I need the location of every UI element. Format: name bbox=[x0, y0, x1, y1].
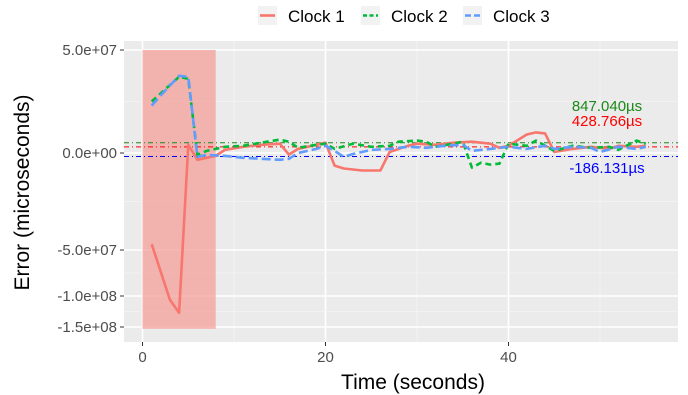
legend-label: Clock 3 bbox=[493, 7, 550, 26]
x-axis-title: Time (seconds) bbox=[341, 371, 485, 394]
y-tick-label: -5.0e+07 bbox=[57, 242, 117, 259]
legend-label: Clock 1 bbox=[288, 7, 345, 26]
x-axis: 0 20 40 bbox=[138, 342, 517, 366]
legend-label: Clock 2 bbox=[391, 7, 448, 26]
series-line-clock-3 bbox=[150, 74, 647, 162]
highlight-region bbox=[142, 50, 216, 329]
y-tick-label: -1.0e+08 bbox=[57, 288, 117, 305]
x-tick-label: 20 bbox=[317, 349, 334, 366]
reference-label: 428.766µs bbox=[572, 113, 642, 130]
reference-label: 847.040µs bbox=[572, 98, 642, 115]
x-tick-label: 0 bbox=[138, 349, 146, 366]
y-axis-title: Error (microseconds) bbox=[11, 94, 34, 290]
legend-key bbox=[463, 6, 482, 25]
plot-panel bbox=[124, 41, 678, 342]
y-tick-label: 5.0e+07 bbox=[62, 42, 117, 59]
y-axis: 5.0e+07 0.0e+00 -5.0e+07 -1.0e+08 -1.5e+08 bbox=[57, 42, 124, 336]
y-tick-label: -1.5e+08 bbox=[57, 319, 117, 336]
reference-label: -186.131µs bbox=[569, 160, 644, 177]
y-tick-label: 0.0e+00 bbox=[62, 145, 117, 162]
gridlines bbox=[124, 41, 678, 342]
x-tick-label: 40 bbox=[500, 349, 517, 366]
legend: Clock 1 Clock 2 Clock 3 bbox=[258, 6, 550, 26]
series-lines bbox=[150, 74, 647, 314]
